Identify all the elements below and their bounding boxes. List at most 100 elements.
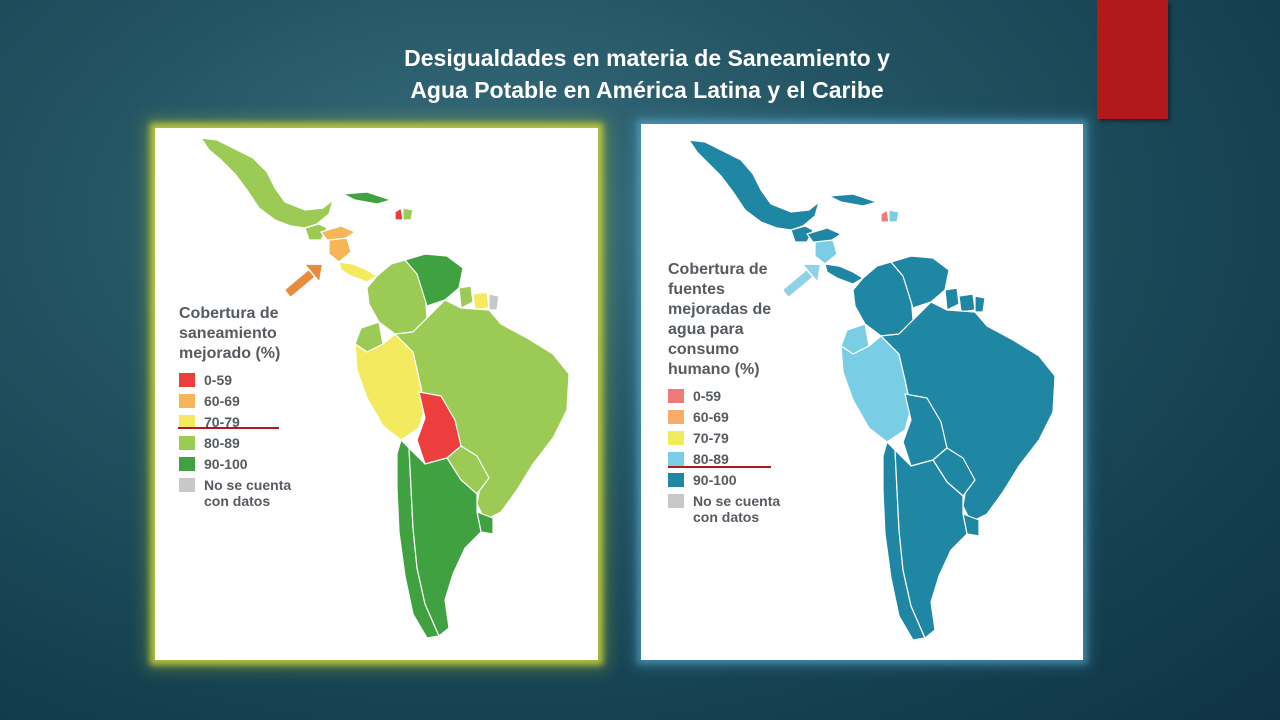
legend-swatch (668, 473, 684, 487)
legend-label-line: 70-79 (204, 414, 240, 430)
legend-label-line: 80-89 (693, 451, 729, 467)
country-nicaragua (814, 239, 838, 265)
sanitation-legend: Cobertura de saneamiento mejorado (%) 0-59… (179, 304, 291, 514)
water-legend: Cobertura de fuentes mejoradas de agua para… (668, 260, 780, 530)
sanitation-legend-title: Cobertura de saneamiento mejorado (%) (179, 304, 291, 364)
legend-swatch (668, 389, 684, 403)
legend-item: No se cuenta con datos (668, 493, 780, 525)
legend-label-line: 70-79 (693, 430, 729, 446)
water-map-shapes (688, 139, 1056, 641)
sanitation-legend-rows: 0-59 60-69 70-79 80-89 90-100 No se cuenta con… (179, 372, 291, 509)
legend-title-line: saneamiento (179, 325, 277, 342)
country-french-guiana (488, 293, 500, 311)
country-honduras (806, 227, 842, 243)
legend-label-line: No se cuenta (204, 477, 292, 493)
country-suriname (958, 293, 976, 313)
slide-title: Desigualdades en materia de Saneamiento … (300, 42, 994, 106)
legend-label-line: No se cuenta (693, 493, 781, 509)
country-nicaragua (328, 237, 352, 263)
legend-item: 80-89 (179, 435, 291, 451)
country-argentina (894, 449, 968, 639)
legend-item: 90-100 (179, 456, 291, 472)
legend-title-line: humano (%) (668, 361, 760, 378)
country-honduras (320, 225, 356, 241)
legend-item: 60-69 (179, 393, 291, 409)
legend-label: 70-79 (693, 430, 729, 446)
legend-title-line: mejorado (%) (179, 345, 281, 362)
legend-label: 70-79 (204, 414, 240, 430)
legend-swatch (668, 410, 684, 424)
legend-swatch (179, 478, 195, 492)
legend-label-line: con datos (693, 509, 760, 525)
legend-swatch (179, 436, 195, 450)
legend-swatch (179, 457, 195, 471)
water-legend-rows: 0-59 60-69 70-79 80-89 90-100 No se cuenta con… (668, 388, 780, 525)
legend-swatch (179, 394, 195, 408)
legend-swatch (668, 431, 684, 445)
legend-label-line: 90-100 (204, 456, 248, 472)
country-haiti (880, 209, 890, 223)
legend-label: 60-69 (204, 393, 240, 409)
sanitation-map-shapes (200, 137, 570, 639)
country-mexico (688, 139, 820, 231)
legend-title-line: consumo (668, 341, 740, 358)
legend-item: No se cuenta con datos (179, 477, 291, 509)
legend-label-line: 90-100 (693, 472, 737, 488)
water-map: Cobertura de fuentes mejoradas de agua para… (641, 124, 1083, 660)
legend-label-line: con datos (204, 493, 271, 509)
legend-label: 0-59 (204, 372, 232, 388)
slide-title-line-2: Agua Potable en América Latina y el Cari… (410, 77, 884, 103)
accent-bar (1097, 0, 1168, 119)
country-guyana (944, 287, 960, 311)
legend-label: No se cuenta con datos (204, 477, 291, 509)
legend-label: 60-69 (693, 409, 729, 425)
legend-label: 90-100 (204, 456, 248, 472)
country-cuba (828, 193, 878, 207)
legend-label-line: 60-69 (204, 393, 240, 409)
country-suriname (472, 291, 490, 311)
water-pointer-arrow-icon (782, 263, 822, 298)
disclaimer-watermark (1075, 396, 1081, 656)
legend-item: 60-69 (668, 409, 780, 425)
legend-label: 80-89 (204, 435, 240, 451)
legend-label-line: 0-59 (204, 372, 233, 388)
country-panama (824, 263, 864, 285)
country-dominican-republic (402, 207, 414, 221)
legend-label: 0-59 (693, 388, 721, 404)
sanitation-pointer-arrow-icon (284, 263, 324, 298)
legend-label-line: 0-59 (693, 388, 722, 404)
country-haiti (394, 207, 404, 221)
legend-title-line: mejoradas de (668, 301, 772, 318)
legend-item: 70-79 (668, 430, 780, 446)
legend-swatch (668, 494, 684, 508)
slide-title-line-1: Desigualdades en materia de Saneamiento … (404, 45, 890, 71)
legend-label: 80-89 (693, 451, 729, 467)
sanitation-map: Cobertura de saneamiento mejorado (%) 0-59… (155, 128, 598, 660)
sanitation-highlight-underline (178, 427, 279, 429)
water-legend-title: Cobertura de fuentes mejoradas de agua para… (668, 260, 780, 380)
legend-swatch (179, 415, 195, 429)
legend-title-line: fuentes (668, 281, 725, 298)
legend-label: No se cuenta con datos (693, 493, 780, 525)
country-cuba (342, 191, 392, 205)
country-panama (338, 261, 378, 283)
country-dominican-republic (888, 209, 900, 223)
legend-item: 0-59 (668, 388, 780, 404)
legend-title-line: Cobertura de (179, 305, 279, 322)
legend-item: 80-89 (668, 451, 780, 467)
legend-title-line: agua para (668, 321, 744, 338)
legend-item: 70-79 (179, 414, 291, 430)
legend-swatch (668, 452, 684, 466)
country-mexico (200, 137, 334, 229)
country-french-guiana (974, 295, 986, 313)
country-guyana (458, 285, 474, 309)
legend-title-line: Cobertura de (668, 261, 768, 278)
legend-label: 90-100 (693, 472, 737, 488)
legend-item: 90-100 (668, 472, 780, 488)
legend-label-line: 80-89 (204, 435, 240, 451)
water-highlight-underline (668, 466, 771, 468)
legend-swatch (179, 373, 195, 387)
country-argentina (408, 447, 482, 637)
legend-item: 0-59 (179, 372, 291, 388)
legend-label-line: 60-69 (693, 409, 729, 425)
